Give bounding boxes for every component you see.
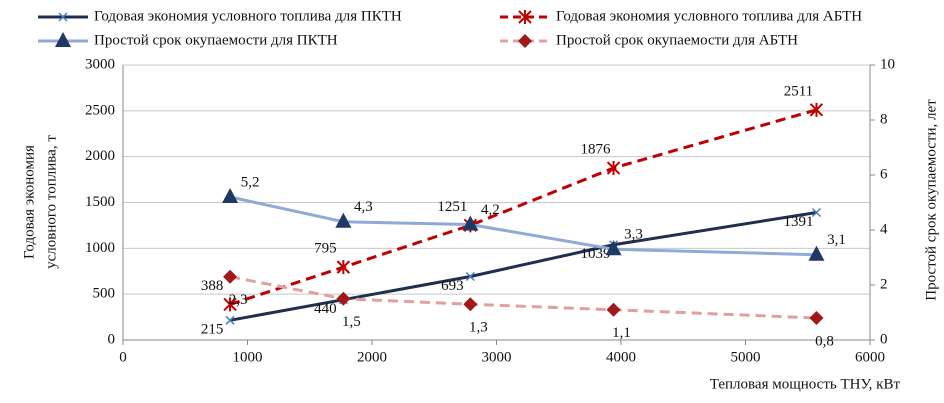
- data-label: 1,1: [612, 325, 631, 341]
- marker: [225, 315, 235, 325]
- marker: [335, 212, 352, 228]
- legend-label: Годовая экономия условного топлива для А…: [556, 8, 862, 24]
- marker: [606, 161, 621, 176]
- data-label: 693: [441, 278, 464, 294]
- x-tick-label: 6000: [855, 349, 885, 365]
- marker: [336, 291, 351, 306]
- y-tick-label: 0: [108, 331, 116, 347]
- legend-label: Простой срок окупаемости для ПКТН: [94, 32, 338, 48]
- data-label: 0,8: [815, 333, 834, 349]
- y2-tick-label: 0: [880, 331, 888, 347]
- marker: [223, 269, 238, 284]
- y2-tick-label: 8: [880, 111, 888, 127]
- legend-marker: [518, 34, 532, 48]
- y2-tick-label: 4: [880, 221, 888, 237]
- legend-marker: [518, 10, 532, 24]
- data-label: 215: [201, 322, 224, 338]
- marker: [463, 297, 478, 312]
- data-label: 388: [201, 278, 224, 294]
- y-axis-label: Годовая экономия: [21, 145, 37, 259]
- data-label: 3,3: [624, 227, 643, 243]
- y-tick-label: 3000: [85, 56, 115, 72]
- y2-tick-label: 10: [880, 56, 895, 72]
- legend-label: Простой срок окупаемости для АБТН: [556, 32, 798, 48]
- legend-label: Годовая экономия условного топлива для П…: [94, 8, 402, 24]
- x-tick-label: 5000: [731, 349, 761, 365]
- y2-tick-label: 6: [880, 166, 888, 182]
- data-label: 1876: [581, 141, 612, 157]
- x-tick-label: 0: [119, 349, 127, 365]
- marker: [223, 297, 237, 312]
- data-label: 1039: [581, 246, 611, 262]
- marker: [606, 302, 621, 317]
- y2-tick-label: 2: [880, 276, 888, 292]
- y-tick-label: 1500: [85, 194, 115, 210]
- y-axis-label: условного топлива, т: [43, 135, 59, 269]
- data-label: 1,5: [342, 314, 361, 330]
- marker: [336, 260, 351, 275]
- x-axis-label: Тепловая мощность ТНУ, кВт: [710, 376, 901, 392]
- x-tick-label: 4000: [606, 349, 636, 365]
- x-tick-label: 1000: [233, 349, 263, 365]
- data-label: 2511: [784, 83, 813, 99]
- legend-marker: [58, 12, 68, 22]
- x-tick-label: 3000: [482, 349, 512, 365]
- data-label: 440: [314, 301, 337, 317]
- data-label: 5,2: [241, 174, 260, 190]
- legend-marker: [55, 32, 71, 47]
- marker: [809, 311, 824, 325]
- marker: [605, 240, 622, 256]
- y-tick-label: 2500: [85, 102, 115, 118]
- marker: [465, 271, 475, 282]
- data-label: 4,2: [481, 202, 500, 218]
- y-tick-label: 1000: [85, 240, 115, 256]
- data-label: 1251: [437, 199, 467, 215]
- data-label: 4,3: [354, 199, 373, 215]
- y2-axis-label: Простой срок окупаемости, лет: [923, 99, 939, 301]
- data-label: 795: [314, 241, 337, 257]
- y-tick-label: 500: [93, 286, 116, 302]
- y-tick-label: 2000: [85, 148, 115, 164]
- marker: [809, 102, 824, 117]
- marker: [462, 215, 479, 231]
- marker: [808, 245, 825, 261]
- data-label: 3,1: [827, 232, 846, 248]
- series-line: [229, 108, 817, 306]
- marker: [222, 188, 239, 203]
- x-tick-label: 2000: [357, 349, 387, 365]
- marker: [811, 207, 821, 218]
- data-label: 2,3: [229, 292, 248, 308]
- data-label: 1391: [783, 214, 813, 230]
- data-label: 1,3: [469, 320, 488, 336]
